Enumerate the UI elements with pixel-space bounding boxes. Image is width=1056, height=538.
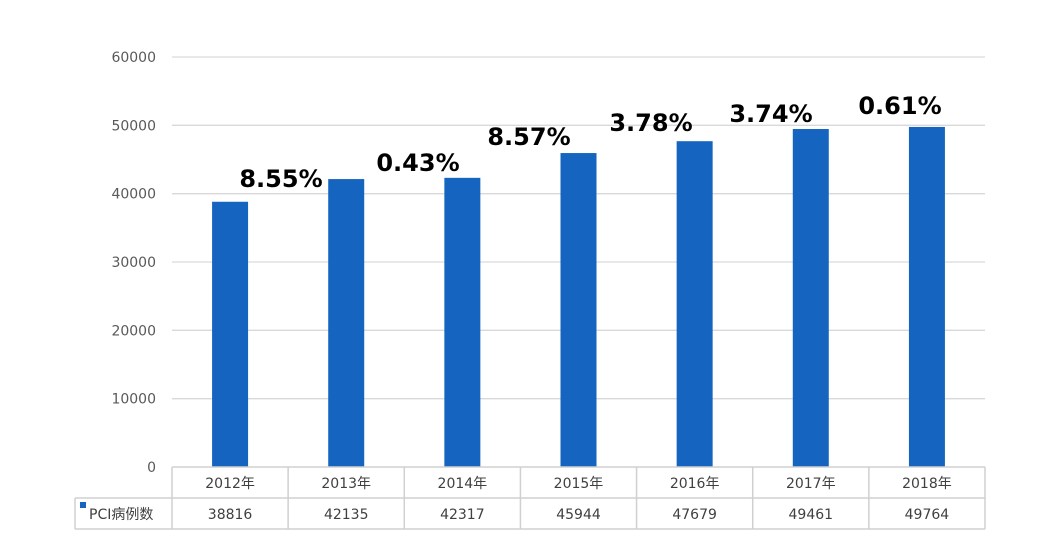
bar-2017年	[792, 129, 829, 468]
category-label: 2014年	[438, 476, 488, 492]
y-tick-label: 20000	[111, 323, 156, 339]
bar-2018年	[908, 126, 945, 468]
y-tick-label: 60000	[111, 50, 156, 66]
data-table-value: 45944	[556, 507, 601, 523]
category-label: 2017年	[786, 476, 836, 492]
bar-2012年	[212, 201, 249, 468]
y-tick-label: 30000	[111, 255, 156, 271]
growth-label: 3.78%	[609, 109, 692, 137]
growth-label: 8.55%	[239, 165, 322, 193]
data-table-value: 47679	[672, 507, 717, 523]
category-label: 2012年	[205, 476, 255, 492]
legend-swatch	[80, 502, 86, 508]
bar-2016年	[676, 141, 713, 468]
data-table-value: 42317	[440, 507, 485, 523]
growth-label: 0.61%	[858, 92, 941, 120]
growth-label: 0.43%	[376, 149, 459, 177]
y-tick-label: 10000	[111, 392, 156, 408]
category-label: 2018年	[902, 476, 952, 492]
bar-2014年	[444, 177, 481, 467]
data-table-value: 38816	[208, 507, 253, 523]
y-tick-label: 50000	[111, 118, 156, 134]
legend-label: PCI病例数	[89, 507, 153, 523]
y-tick-label: 0	[147, 460, 156, 476]
category-label: 2016年	[670, 476, 720, 492]
bar-2013年	[328, 179, 365, 467]
growth-label: 8.57%	[487, 123, 570, 151]
data-table-value: 49461	[789, 507, 834, 523]
growth-label: 3.74%	[729, 100, 812, 128]
data-table-value: 49764	[905, 507, 950, 523]
category-label: 2015年	[554, 476, 604, 492]
data-table-value: 42135	[324, 507, 369, 523]
category-label: 2013年	[321, 476, 371, 492]
bar-2015年	[560, 153, 597, 468]
y-tick-label: 40000	[111, 187, 156, 203]
